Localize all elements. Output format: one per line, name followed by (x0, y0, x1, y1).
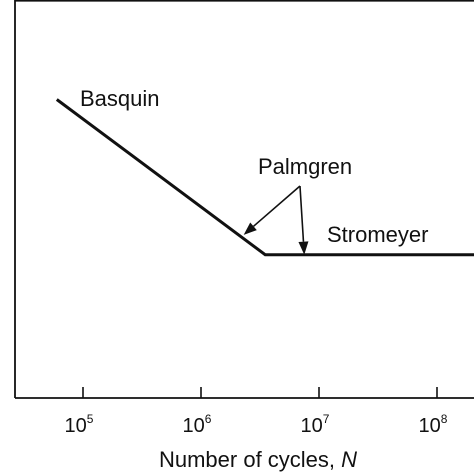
palmgren-arrow-line (299, 185, 305, 242)
x-tick-label-base: 10 (65, 415, 87, 437)
x-tick-label-base: 10 (301, 415, 323, 437)
stromeyer-label: Stromeyer (327, 222, 428, 247)
chart-frame (14, 0, 474, 399)
x-tick-label: 106 (183, 412, 212, 437)
sn-curve-line (55, 98, 474, 257)
x-tick-label-exponent: 8 (441, 412, 448, 426)
x-tick-label: 107 (301, 412, 330, 437)
x-tick-label: 108 (419, 412, 448, 437)
x-tick-label-exponent: 6 (205, 412, 212, 426)
x-tick-label-exponent: 7 (323, 412, 330, 426)
x-tick-label-base: 10 (183, 415, 205, 437)
basquin-label: Basquin (80, 86, 160, 111)
x-ticks: 105 106 107 108 (65, 387, 448, 437)
x-axis-label-text: Number of cycles, (159, 447, 341, 472)
x-tick-label: 105 (65, 412, 94, 437)
x-axis-label: Number of cycles, N (159, 447, 357, 472)
palmgren-arrow-line (252, 185, 301, 227)
x-tick-label-exponent: 5 (87, 412, 94, 426)
palmgren-arrow-head (298, 241, 309, 255)
palmgren-arrows (243, 185, 309, 255)
palmgren-label: Palmgren (258, 154, 352, 179)
x-axis-label-var: N (341, 447, 357, 472)
x-tick-label-base: 10 (419, 415, 441, 437)
palmgren-arrow-head (243, 222, 257, 235)
